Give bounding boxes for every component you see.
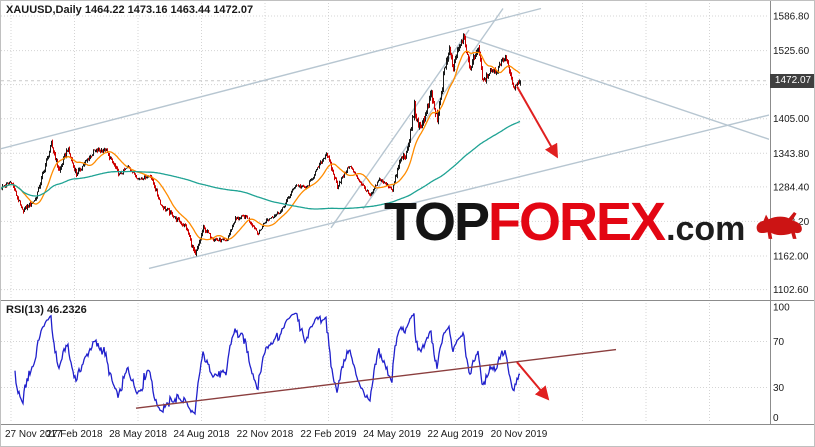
price-scale-area[interactable] — [770, 1, 815, 424]
time-scale-area[interactable] — [1, 424, 815, 447]
rsi-support-trendline[interactable] — [135, 348, 617, 409]
moving-averages-layer — [1, 50, 521, 241]
time-tick-label: 22 Nov 2018 — [237, 429, 294, 440]
price-tick-label: 1586.80 — [773, 12, 810, 23]
trendline-long-support[interactable] — [148, 114, 770, 270]
rsi-plot-area[interactable] — [1, 302, 769, 424]
rsi-tick-label: 70 — [773, 337, 785, 348]
axis-labels: 1586.801525.601405.001343.801284.401223.… — [5, 12, 810, 441]
current-price-badge: 1472.07 — [770, 74, 814, 88]
price-forecast-arrow[interactable] — [516, 86, 558, 159]
price-tick-label: 1525.60 — [773, 46, 810, 57]
time-tick-label: 27 Nov 2017 — [5, 429, 62, 440]
trendline-long-resistance[interactable] — [1, 7, 542, 150]
rsi-tick-label: 100 — [773, 303, 790, 314]
rsi-line — [14, 312, 520, 416]
slow-ma-line — [1, 120, 521, 210]
rsi-tick-label: 0 — [773, 413, 779, 424]
symbol-ohlc-label: XAUUSD,Daily 1464.22 1473.16 1463.44 147… — [6, 4, 254, 16]
price-tick-label: 1162.00 — [773, 252, 809, 263]
main-plot-area[interactable] — [1, 3, 769, 300]
price-tick-label: 1343.80 — [773, 149, 810, 160]
time-tick-label: 22 Aug 2019 — [427, 429, 484, 440]
rsi-forecast-arrow[interactable] — [516, 361, 550, 401]
time-tick-label: 28 May 2018 — [109, 429, 167, 440]
time-tick-label: 24 Aug 2018 — [173, 429, 230, 440]
time-tick-label: 24 May 2019 — [363, 429, 421, 440]
trendline-descending-resistance[interactable] — [465, 36, 770, 141]
rsi-tick-label: 30 — [773, 383, 785, 394]
price-tick-label: 1284.40 — [773, 182, 810, 193]
price-tick-label: 1405.00 — [773, 114, 810, 125]
time-tick-label: 27 Feb 2018 — [46, 429, 103, 440]
time-tick-label: 22 Feb 2019 — [300, 429, 357, 440]
rsi-indicator-label: RSI(13) 46.2326 — [6, 304, 87, 316]
fast-ma-line — [1, 50, 521, 241]
rsi-layer — [14, 312, 520, 416]
time-tick-label: 20 Nov 2019 — [491, 429, 548, 440]
price-tick-label: 1102.60 — [773, 285, 809, 296]
